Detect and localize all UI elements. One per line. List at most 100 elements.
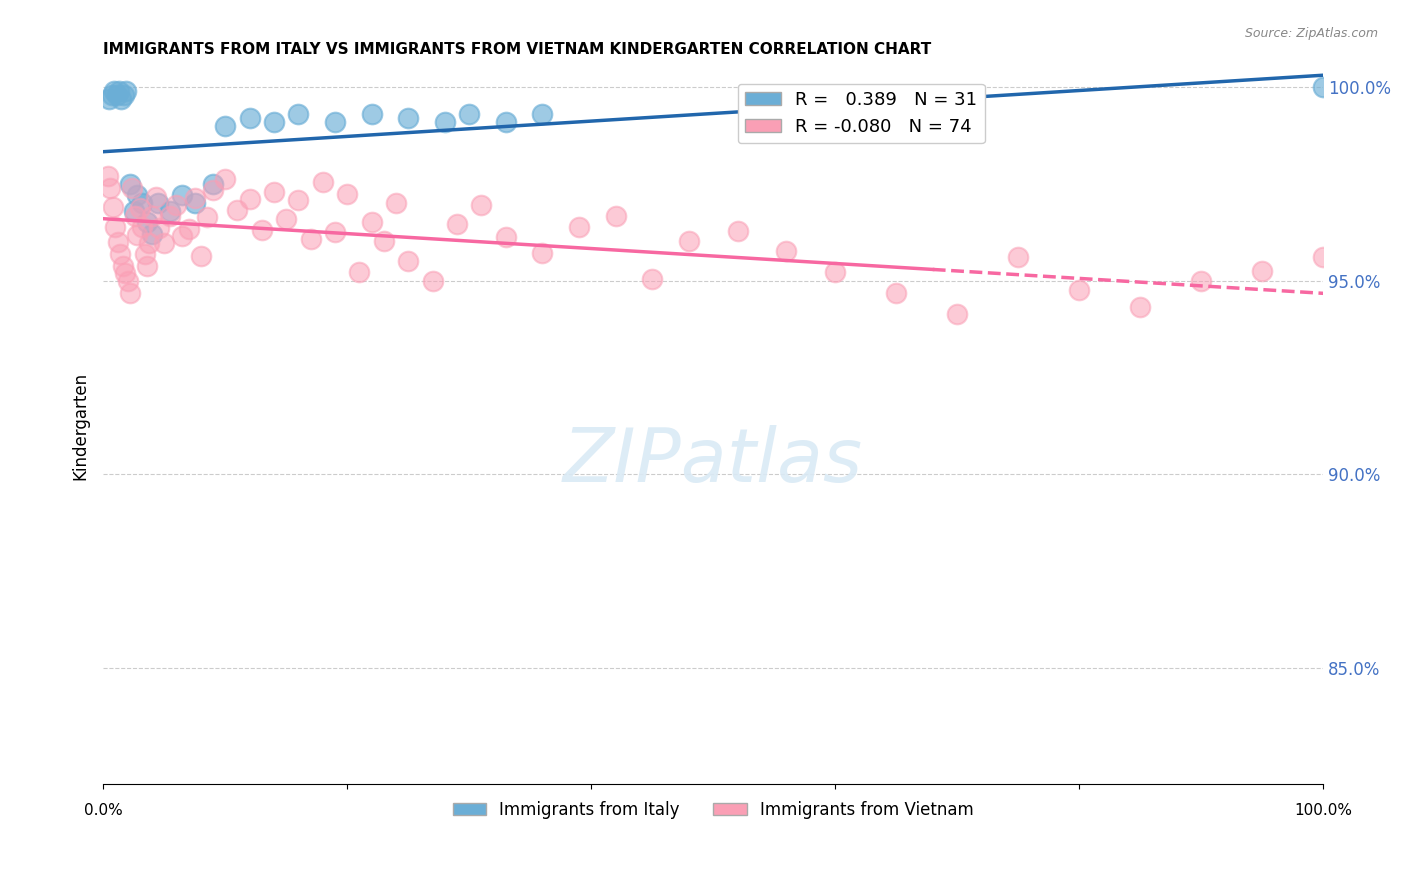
Text: Source: ZipAtlas.com: Source: ZipAtlas.com xyxy=(1244,27,1378,40)
Y-axis label: Kindergarten: Kindergarten xyxy=(72,372,89,480)
Point xyxy=(148,220,170,235)
Point xyxy=(118,285,141,300)
Point xyxy=(124,209,146,223)
Point xyxy=(100,87,122,102)
Point xyxy=(1007,250,1029,264)
Point xyxy=(128,201,150,215)
Point xyxy=(131,220,153,235)
Point xyxy=(238,111,260,125)
Point xyxy=(336,186,359,201)
Point xyxy=(1385,318,1406,332)
Point xyxy=(114,266,136,280)
Text: 0.0%: 0.0% xyxy=(84,803,122,818)
Point xyxy=(1189,274,1212,288)
Point xyxy=(195,211,218,225)
Point xyxy=(131,196,153,211)
Point xyxy=(103,84,125,98)
Point xyxy=(422,274,444,288)
Point xyxy=(159,210,181,224)
Point xyxy=(531,246,554,260)
Point xyxy=(141,209,163,223)
Point xyxy=(470,198,492,212)
Point xyxy=(238,192,260,206)
Point xyxy=(263,185,285,199)
Point xyxy=(385,195,408,210)
Point xyxy=(396,254,419,268)
Point xyxy=(183,196,205,211)
Point xyxy=(287,107,309,121)
Point xyxy=(201,177,224,191)
Point xyxy=(946,307,969,321)
Point xyxy=(98,92,121,106)
Point xyxy=(177,221,200,235)
Point xyxy=(727,224,749,238)
Point xyxy=(678,234,700,248)
Legend: Immigrants from Italy, Immigrants from Vietnam: Immigrants from Italy, Immigrants from V… xyxy=(446,794,980,825)
Point xyxy=(360,214,382,228)
Text: 100.0%: 100.0% xyxy=(1294,803,1353,818)
Point xyxy=(396,111,419,125)
Point xyxy=(108,84,131,98)
Point xyxy=(108,247,131,261)
Point xyxy=(1251,264,1274,278)
Point xyxy=(136,259,159,273)
Point xyxy=(172,229,194,244)
Point xyxy=(1336,278,1358,293)
Point xyxy=(1361,298,1384,312)
Text: ZIPatlas: ZIPatlas xyxy=(562,425,863,498)
Point xyxy=(134,247,156,261)
Point xyxy=(605,209,627,223)
Point xyxy=(446,217,468,231)
Point xyxy=(111,259,134,273)
Point xyxy=(100,181,122,195)
Point xyxy=(136,215,159,229)
Point xyxy=(121,181,143,195)
Point xyxy=(1129,300,1152,314)
Point xyxy=(97,169,120,183)
Point xyxy=(299,232,322,246)
Point xyxy=(458,107,481,121)
Point xyxy=(323,115,346,129)
Point xyxy=(172,188,194,202)
Point xyxy=(531,107,554,121)
Point xyxy=(190,249,212,263)
Point xyxy=(145,190,167,204)
Point xyxy=(104,219,127,234)
Point xyxy=(433,115,456,129)
Point xyxy=(495,115,517,129)
Point xyxy=(250,223,273,237)
Point xyxy=(1312,250,1334,264)
Point xyxy=(141,227,163,241)
Point xyxy=(349,264,371,278)
Point xyxy=(495,229,517,244)
Point xyxy=(568,219,591,234)
Point xyxy=(127,188,149,202)
Point xyxy=(112,87,135,102)
Point xyxy=(105,87,128,102)
Point xyxy=(214,172,236,186)
Point xyxy=(824,265,846,279)
Point xyxy=(153,236,176,251)
Point xyxy=(115,84,138,98)
Point xyxy=(117,274,139,288)
Point xyxy=(101,200,124,214)
Point xyxy=(287,194,309,208)
Point xyxy=(276,212,298,227)
Point xyxy=(110,92,132,106)
Point xyxy=(146,196,169,211)
Point xyxy=(1312,80,1334,95)
Text: IMMIGRANTS FROM ITALY VS IMMIGRANTS FROM VIETNAM KINDERGARTEN CORRELATION CHART: IMMIGRANTS FROM ITALY VS IMMIGRANTS FROM… xyxy=(103,42,931,57)
Point xyxy=(641,272,664,286)
Point xyxy=(884,285,907,300)
Point xyxy=(183,191,205,205)
Point xyxy=(360,107,382,121)
Point xyxy=(201,183,224,197)
Point xyxy=(214,119,236,133)
Point xyxy=(775,244,797,259)
Point xyxy=(159,203,181,218)
Point xyxy=(373,234,395,248)
Point xyxy=(263,115,285,129)
Point xyxy=(1069,283,1091,297)
Point xyxy=(312,175,335,189)
Point xyxy=(138,235,160,250)
